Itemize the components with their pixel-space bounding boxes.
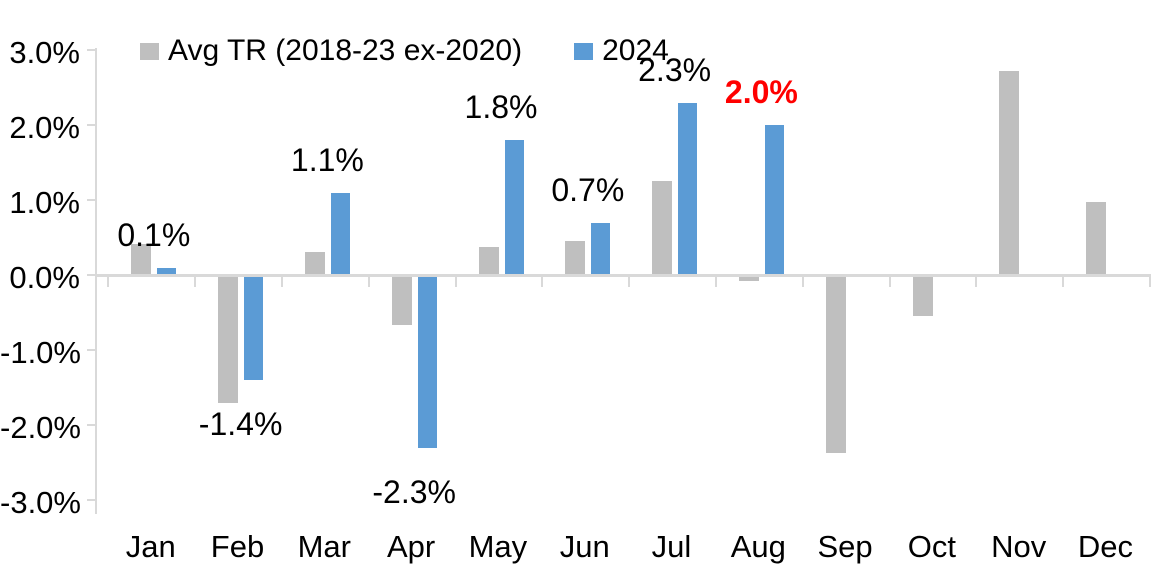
value-label-apr: -2.3%: [372, 473, 456, 510]
x-tick-mark: [1062, 274, 1065, 287]
y-tick-mark: [87, 199, 95, 201]
bar-avg-tr-jun: [565, 240, 586, 275]
x-tick-mark: [628, 274, 631, 287]
x-tick-label-jul: Jul: [651, 529, 692, 564]
x-tick-mark: [888, 274, 891, 287]
x-tick-label-may: May: [468, 529, 528, 564]
value-label-mar: 1.1%: [290, 141, 364, 178]
x-tick-label-jun: Jun: [559, 529, 610, 564]
y-tick-label--1.0: -1.0%: [0, 335, 81, 370]
bar-2024-jan: [157, 267, 177, 275]
bar-avg-tr-jan: [131, 243, 152, 275]
bar-avg-tr-nov: [999, 71, 1020, 275]
y-tick-label--2.0: -2.0%: [0, 410, 81, 445]
x-tick-mark: [194, 274, 197, 287]
bar-avg-tr-mar: [304, 251, 325, 275]
bar-2024-mar: [330, 192, 350, 275]
bar-2024-aug: [764, 125, 784, 275]
x-axis-zero-line: [95, 274, 1150, 277]
x-tick-label-apr: Apr: [386, 529, 436, 564]
x-tick-label-dec: Dec: [1077, 529, 1134, 564]
bar-avg-tr-dec: [1086, 202, 1107, 275]
bar-2024-feb: [244, 275, 264, 380]
legend-item-avg-tr: Avg TR (2018-23 ex-2020): [140, 36, 522, 66]
x-tick-mark: [1148, 274, 1151, 287]
x-tick-mark: [975, 274, 978, 287]
y-tick-label-1.0: 1.0%: [9, 185, 80, 220]
legend-item-2024: 2024: [574, 36, 669, 66]
value-label-jan: 0.1%: [117, 216, 191, 253]
bar-2024-jun: [591, 222, 611, 275]
x-tick-label-oct: Oct: [907, 529, 957, 564]
value-label-aug: 2.0%: [724, 74, 798, 110]
legend-label-avg-tr: Avg TR (2018-23 ex-2020): [168, 34, 523, 67]
bar-avg-tr-feb: [218, 275, 239, 404]
y-tick-label-0.0: 0.0%: [9, 260, 80, 295]
x-tick-label-feb: Feb: [210, 529, 265, 564]
x-tick-mark: [714, 274, 717, 287]
y-tick-label--3.0: -3.0%: [0, 485, 81, 520]
bar-avg-tr-apr: [391, 275, 412, 326]
y-tick-mark: [87, 424, 95, 426]
legend-label-2024: 2024: [602, 34, 669, 67]
y-tick-label-3.0: 3.0%: [9, 35, 80, 70]
y-tick-mark: [87, 349, 95, 351]
x-tick-mark: [280, 274, 283, 287]
bar-avg-tr-aug: [738, 275, 759, 281]
bar-2024-apr: [417, 275, 437, 448]
bar-avg-tr-sep: [825, 275, 846, 453]
y-tick-mark: [87, 124, 95, 126]
x-tick-mark: [107, 274, 110, 287]
x-tick-mark: [367, 274, 370, 287]
legend-swatch-2024-icon: [574, 42, 594, 60]
x-tick-mark: [454, 274, 457, 287]
y-tick-mark: [87, 49, 95, 51]
bar-avg-tr-jul: [652, 181, 673, 275]
x-tick-mark: [541, 274, 544, 287]
value-label-may: 1.8%: [464, 89, 538, 125]
bar-2024-may: [504, 140, 524, 275]
chart-legend: Avg TR (2018-23 ex-2020) 2024: [140, 36, 669, 66]
bar-avg-tr-may: [478, 247, 499, 275]
y-tick-label-2.0: 2.0%: [9, 110, 80, 145]
value-label-jun: 0.7%: [551, 171, 625, 208]
bar-2024-jul: [678, 102, 698, 275]
x-tick-mark: [801, 274, 804, 287]
value-label-feb: -1.4%: [198, 406, 283, 442]
x-tick-label-nov: Nov: [991, 529, 1047, 564]
x-tick-label-mar: Mar: [297, 529, 351, 564]
x-tick-label-aug: Aug: [730, 529, 786, 564]
bar-avg-tr-oct: [912, 275, 933, 317]
y-tick-mark: [87, 499, 95, 501]
x-tick-label-sep: Sep: [817, 529, 873, 564]
y-axis-line: [95, 48, 97, 514]
y-tick-mark: [87, 274, 95, 276]
value-label-jul: 2.3%: [638, 51, 712, 88]
x-tick-label-jan: Jan: [125, 529, 176, 564]
legend-swatch-avg-tr-icon: [140, 42, 159, 60]
